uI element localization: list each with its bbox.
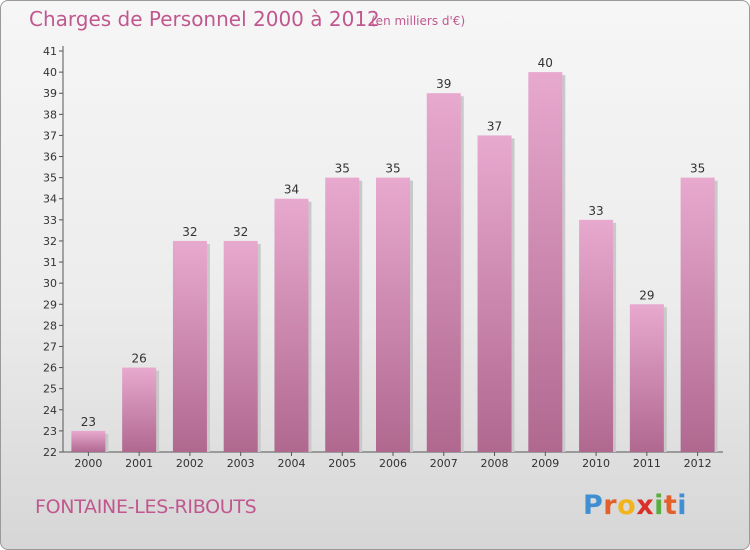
y-tick-label: 38 [43, 108, 57, 121]
x-tick-label: 2006 [379, 457, 407, 470]
y-tick-label: 39 [43, 87, 57, 100]
data-label: 35 [385, 162, 400, 176]
y-tick-label: 30 [43, 277, 57, 290]
data-label: 29 [639, 288, 654, 302]
chart-labels: 2000 23 2001 26 2002 32 2003 32 2004 34 2005 35 2006… [74, 56, 711, 470]
x-tick-label: 2004 [277, 457, 305, 470]
y-tick-label: 25 [43, 383, 57, 396]
y-tick-label: 27 [43, 340, 57, 353]
data-label: 37 [487, 119, 502, 133]
data-label: 39 [436, 77, 451, 91]
x-tick-label: 2005 [328, 457, 356, 470]
y-tick-label: 37 [43, 129, 57, 142]
data-label: 33 [588, 204, 603, 218]
bar [71, 430, 106, 452]
y-tick-label: 23 [43, 425, 57, 438]
data-label: 26 [132, 352, 147, 366]
logo-letter: x [636, 490, 655, 521]
x-tick-label: 2012 [684, 457, 712, 470]
y-tick-label: 33 [43, 214, 57, 227]
data-label: 32 [233, 225, 248, 239]
bar [172, 240, 207, 452]
bar [528, 72, 563, 453]
data-label: 23 [81, 415, 96, 429]
x-tick-label: 2010 [582, 457, 610, 470]
y-tick-label: 31 [43, 256, 57, 269]
commune-name: FONTAINE-LES-RIBOUTS [35, 496, 257, 518]
y-tick-label: 35 [43, 172, 57, 185]
y-tick-label: 41 [43, 45, 57, 58]
bar [680, 177, 715, 452]
y-tick-label: 24 [43, 404, 57, 417]
bar [223, 240, 258, 452]
x-tick-label: 2001 [125, 457, 153, 470]
logo-letter: P [583, 490, 604, 521]
y-tick-label: 22 [43, 446, 57, 459]
y-tick-label: 40 [43, 66, 57, 79]
chart-axes: 22 23 24 25 26 27 28 29 30 31 32 33 34 35 36 37 38 39 40 41 [43, 45, 723, 459]
x-tick-label: 2003 [227, 457, 255, 470]
chart-bars [71, 72, 718, 453]
y-tick-label: 26 [43, 362, 57, 375]
data-label: 35 [690, 162, 705, 176]
y-tick-label: 29 [43, 298, 57, 311]
y-tick-label: 28 [43, 319, 57, 332]
bar [122, 367, 157, 452]
x-tick-label: 2002 [176, 457, 204, 470]
data-label: 32 [182, 225, 197, 239]
logo-letter: i [677, 490, 688, 521]
chart-subtitle: (en milliers d'€) [371, 14, 466, 28]
proxiti-logo[interactable]: Proxiti [583, 490, 687, 521]
logo-letter: o [617, 490, 637, 521]
x-tick-label: 2009 [531, 457, 559, 470]
bar [376, 177, 410, 452]
data-label: 40 [538, 56, 553, 70]
x-tick-label: 2008 [481, 457, 509, 470]
data-label: 34 [284, 183, 299, 197]
logo-letter: i [654, 490, 664, 521]
logo-letter: t [663, 490, 678, 521]
data-label: 35 [335, 162, 350, 176]
chart-title: Charges de Personnel 2000 à 2012 [29, 7, 380, 31]
bar [579, 219, 614, 452]
y-tick-label: 32 [43, 235, 57, 248]
x-tick-label: 2007 [430, 457, 458, 470]
y-tick-label: 36 [43, 151, 57, 164]
x-tick-label: 2000 [74, 457, 102, 470]
logo-letter: r [603, 490, 618, 521]
bar [426, 93, 461, 453]
bar [274, 198, 309, 452]
bar [477, 135, 512, 452]
bar [325, 177, 360, 452]
x-tick-label: 2011 [633, 457, 661, 470]
y-tick-label: 34 [43, 193, 57, 206]
bar [629, 304, 664, 452]
